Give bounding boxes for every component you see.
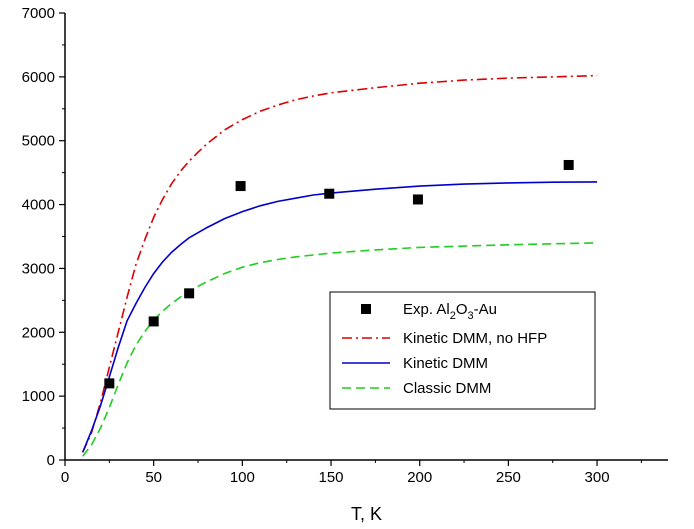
y-tick-label: 1000 [22,388,55,405]
legend-text-part: Exp. Al [403,301,450,318]
legend-text-part: -Au [474,301,497,318]
x-tick-label: 200 [407,469,432,486]
x-tick-label: 150 [319,469,344,486]
data-point [235,181,246,192]
data-point [104,378,115,389]
legend-subscript: 3 [468,310,474,322]
legend-marker-exp [361,304,371,314]
data-point [184,288,195,299]
series-line-1 [81,181,598,453]
legend-box [329,291,596,410]
series-line-0 [81,74,598,453]
x-tick-label: 300 [585,469,610,486]
y-tick-label: 3000 [22,260,55,277]
axes: 0 50 100 150 200 250 3000100020003000400050006… [22,5,668,486]
x-tick-label: 250 [496,469,521,486]
legend: Exp. Al2O3-Au Kinetic DMM, no HFP Kinetic … [329,291,596,410]
x-tick-label: 100 [230,469,255,486]
x-tick-label: 50 [145,469,162,486]
legend-label-0: Kinetic DMM, no HFP [403,330,547,347]
data-point [324,188,335,199]
y-tick-label: 5000 [22,133,55,150]
y-tick-label: 7000 [22,5,55,22]
series-line-2 [82,242,598,457]
y-tick-label: 2000 [22,324,55,341]
y-tick-label: 6000 [22,69,55,86]
x-tick-label: 0 [61,469,69,486]
legend-label-2: Classic DMM [403,380,491,397]
y-tick-label: 0 [47,452,55,469]
legend-text-part: O [456,301,468,318]
data-point [412,194,423,205]
legend-label-1: Kinetic DMM [403,355,488,372]
x-axis-title: T, K [351,504,382,524]
data-point [148,316,159,327]
y-tick-label: 4000 [22,197,55,214]
legend-label-exp: Exp. Al2O3-Au [403,301,497,322]
plot-area [81,74,598,457]
legend-subscript: 2 [450,310,456,322]
data-point [563,159,574,170]
